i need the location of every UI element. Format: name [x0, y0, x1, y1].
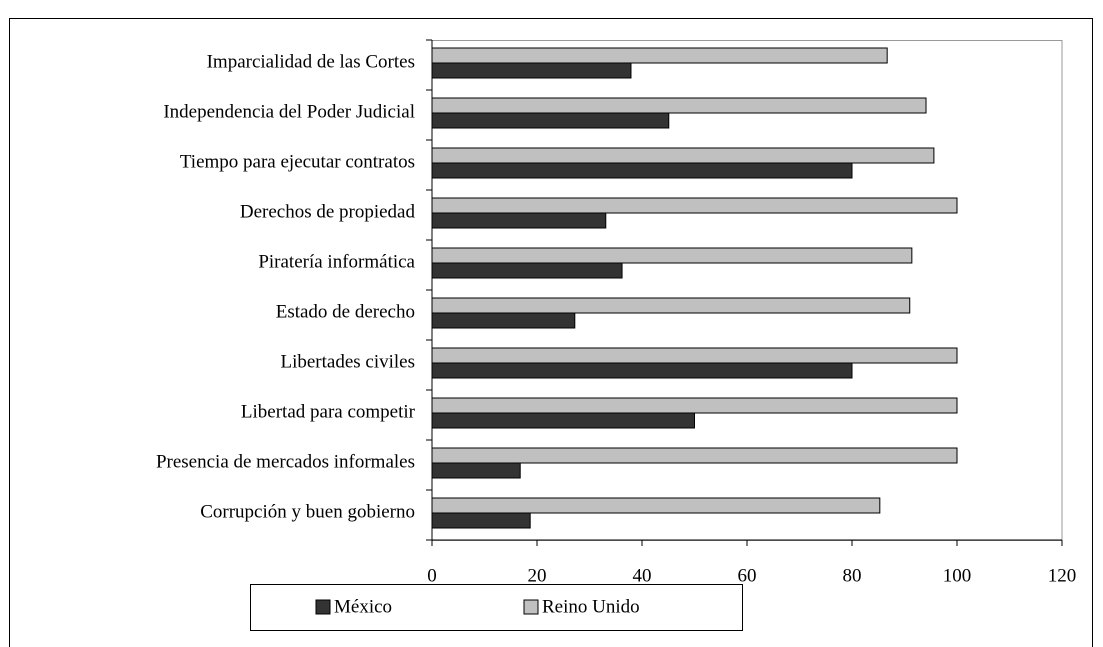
x-tick-label: 60 — [738, 565, 757, 586]
legend-label: México — [334, 596, 392, 617]
bar — [431, 412, 695, 429]
category-label: Libertad para competir — [241, 401, 416, 422]
category-label: Presencia de mercados informales — [156, 451, 415, 472]
legend-swatch — [523, 599, 539, 615]
bar — [431, 62, 632, 79]
category-label: Independencia del Poder Judicial — [163, 101, 415, 122]
x-tick-label: 0 — [427, 565, 437, 586]
frame — [9, 18, 1093, 647]
legend-box — [250, 584, 743, 631]
bar — [431, 447, 958, 464]
bar — [431, 97, 927, 114]
bar — [431, 462, 521, 479]
bar — [431, 112, 670, 129]
bar — [431, 362, 853, 379]
bar — [431, 512, 531, 529]
x-tick-label: 20 — [528, 565, 547, 586]
bar — [431, 162, 853, 179]
bar — [431, 212, 607, 229]
category-label: Derechos de propiedad — [240, 201, 416, 222]
x-tick-label: 100 — [943, 565, 972, 586]
bar — [431, 397, 958, 414]
category-label: Tiempo para ejecutar contratos — [180, 151, 415, 172]
category-label: Libertades civiles — [280, 351, 415, 372]
bar — [431, 247, 913, 264]
bar — [431, 347, 958, 364]
x-tick-label: 40 — [633, 565, 652, 586]
legend — [250, 584, 743, 631]
bar — [431, 262, 623, 279]
bar — [431, 312, 576, 329]
bar — [431, 497, 881, 514]
category-label: Imparcialidad de las Cortes — [207, 51, 415, 72]
bar — [431, 47, 888, 64]
x-tick-label: 80 — [843, 565, 862, 586]
legend-label: Reino Unido — [542, 596, 640, 617]
category-label: Corrupción y buen gobierno — [200, 501, 415, 522]
x-tick-label: 120 — [1048, 565, 1077, 586]
bar — [431, 197, 958, 214]
bar — [431, 147, 935, 164]
bar — [431, 297, 911, 314]
legend-swatch — [315, 599, 331, 615]
category-label: Estado de derecho — [276, 301, 415, 322]
category-label: Piratería informática — [258, 251, 415, 272]
